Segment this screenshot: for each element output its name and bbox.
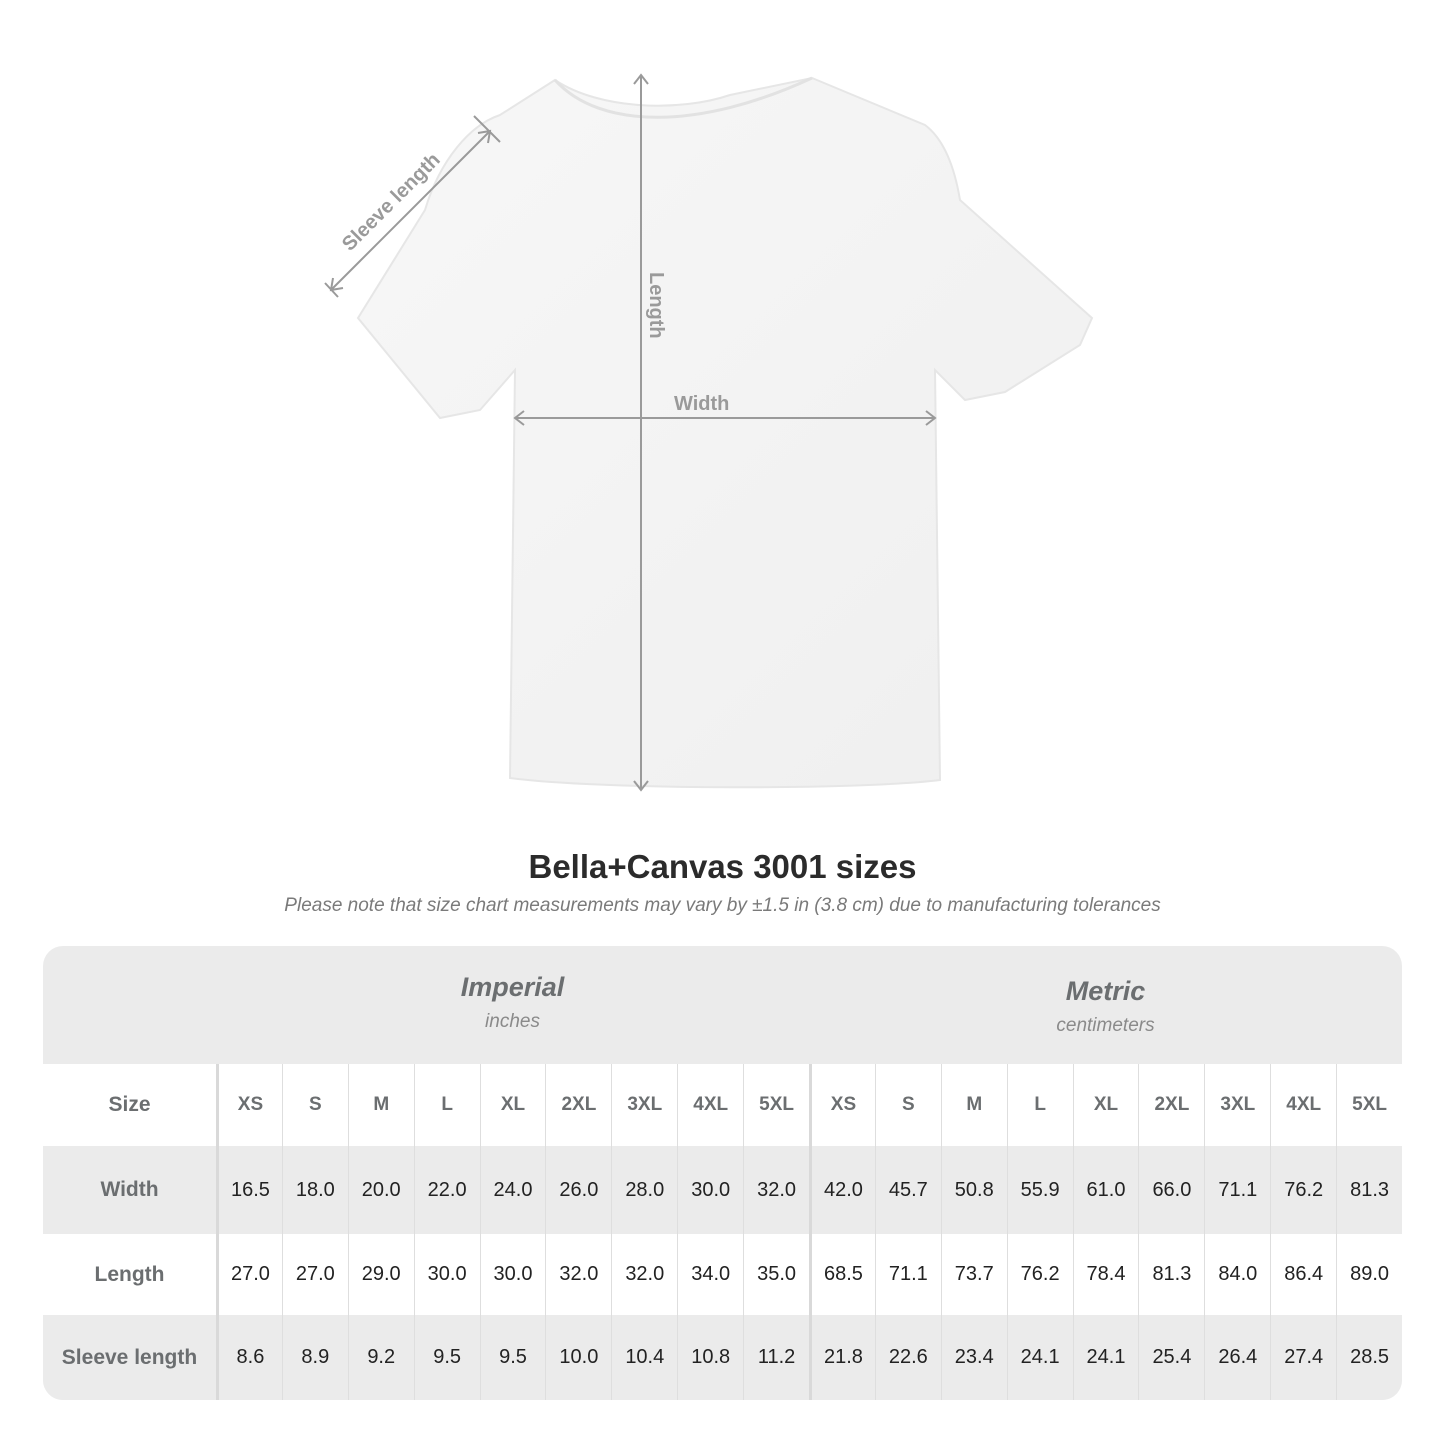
tshirt-image — [356, 76, 1094, 789]
tolerance-note: Please note that size chart measurements… — [284, 895, 1161, 916]
table-cell: 32.0 — [611, 1234, 677, 1315]
table-cell: 26.0 — [545, 1146, 611, 1234]
table-cell: 45.7 — [874, 1146, 941, 1234]
table-cell: 18.0 — [281, 1146, 348, 1234]
table-cell: 30.0 — [479, 1234, 546, 1315]
table-cell: 32.0 — [545, 1234, 611, 1315]
metric-unit: centimeters — [1056, 1015, 1155, 1036]
row-label: Size — [43, 1064, 216, 1146]
measure-lines — [324, 73, 937, 792]
table-cell: 9.5 — [479, 1315, 546, 1400]
width-label: Width — [674, 393, 729, 415]
table-cell: 24.0 — [479, 1146, 546, 1234]
table-cell: XS — [216, 1064, 282, 1146]
table-cell: 8.9 — [281, 1315, 348, 1400]
table-cell: 23.4 — [940, 1315, 1007, 1400]
table-cell: 10.4 — [611, 1315, 677, 1400]
table-cell: 24.1 — [1006, 1315, 1073, 1400]
table-cell: XL — [479, 1064, 546, 1146]
table-cell: 5XL — [743, 1064, 809, 1146]
row-label: Length — [94, 1262, 165, 1286]
table-cell: 81.3 — [1336, 1146, 1402, 1234]
table-cell: 34.0 — [677, 1234, 743, 1315]
table-cell: 4XL — [1270, 1064, 1336, 1146]
table-cell: 42.0 — [809, 1146, 875, 1234]
table-row: Length 27.0 27.0 29.0 30.0 30.0 32.0 32.0 34.0 35… — [43, 1234, 1402, 1315]
table-cell: 9.2 — [347, 1315, 414, 1400]
imperial-unit: inches — [485, 1011, 540, 1032]
table-cell: 50.8 — [940, 1146, 1007, 1234]
table-cell: 61.0 — [1072, 1146, 1139, 1234]
table-cell: 10.0 — [545, 1315, 611, 1400]
table-cell: 16.5 — [216, 1146, 282, 1234]
table-cell: 21.8 — [809, 1315, 875, 1400]
table-cell: 9.5 — [413, 1315, 480, 1400]
length-label: Length — [645, 272, 667, 339]
table-cell: 35.0 — [743, 1234, 809, 1315]
table-row: Sleeve length 8.6 8.9 9.2 9.5 9.5 10.0 10.4 10.8… — [43, 1315, 1402, 1400]
size-chart-table: Imperial inches Metric centimeters Size X… — [43, 946, 1402, 1400]
table-cell: 5XL — [1336, 1064, 1402, 1146]
table-cell: 28.0 — [611, 1146, 677, 1234]
table-cell: 84.0 — [1204, 1234, 1270, 1315]
table-cell: 28.5 — [1336, 1315, 1402, 1400]
table-cell: 71.1 — [1204, 1146, 1270, 1234]
table-cell: 26.4 — [1204, 1315, 1270, 1400]
table-cell: 30.0 — [677, 1146, 743, 1234]
table-cell: 55.9 — [1006, 1146, 1073, 1234]
row-label: Width — [100, 1178, 159, 1201]
table-cell: 22.6 — [874, 1315, 941, 1400]
table-cell: L — [413, 1064, 480, 1146]
size-row: Size XS S M L XL 2XL 3XL 4XL 5XL XS S M L XL 2XL 3XL 4XL 5… — [43, 1064, 1402, 1146]
table-cell: M — [347, 1064, 414, 1146]
tshirt-diagram: Sleeve length Length Width — [324, 73, 1094, 792]
table-cell: 68.5 — [809, 1234, 875, 1315]
table-cell: S — [874, 1064, 941, 1146]
table-cell: 30.0 — [413, 1234, 480, 1315]
table-cell: 4XL — [677, 1064, 743, 1146]
table-cell: 71.1 — [874, 1234, 941, 1315]
table-cell: 29.0 — [347, 1234, 414, 1315]
table-cell: 27.4 — [1270, 1315, 1336, 1400]
table-cell: 25.4 — [1138, 1315, 1204, 1400]
table-cell: 2XL — [1138, 1064, 1204, 1146]
table-cell: 89.0 — [1336, 1234, 1402, 1315]
table-cell: 73.7 — [940, 1234, 1007, 1315]
table-cell: XL — [1072, 1064, 1139, 1146]
table-cell: 66.0 — [1138, 1146, 1204, 1234]
table-cell: 20.0 — [347, 1146, 414, 1234]
imperial-header: Imperial inches — [216, 946, 809, 1064]
table-cell: 86.4 — [1270, 1234, 1336, 1315]
row-label: Sleeve length — [61, 1345, 198, 1369]
table-cell: 22.0 — [413, 1146, 480, 1234]
table-cell: 81.3 — [1138, 1234, 1204, 1315]
table-cell: 3XL — [611, 1064, 677, 1146]
table-cell: 24.1 — [1072, 1315, 1139, 1400]
metric-header: Metric centimeters — [809, 946, 1402, 1064]
table-cell: 32.0 — [743, 1146, 809, 1234]
table-cell: 10.8 — [677, 1315, 743, 1400]
page-title: Bella+Canvas 3001 sizes — [528, 848, 917, 885]
table-cell: L — [1006, 1064, 1073, 1146]
table-cell: S — [281, 1064, 348, 1146]
table-cell: 76.2 — [1270, 1146, 1336, 1234]
table-cell: 27.0 — [281, 1234, 348, 1315]
table-cell: 78.4 — [1072, 1234, 1139, 1315]
table-cell: 27.0 — [216, 1234, 282, 1315]
table-cell: 8.6 — [216, 1315, 282, 1400]
table-cell: M — [940, 1064, 1007, 1146]
table-cell: XS — [809, 1064, 875, 1146]
table-cell: 76.2 — [1006, 1234, 1073, 1315]
table-row: Width 16.5 18.0 20.0 22.0 24.0 26.0 28.0 30.0 32.… — [43, 1146, 1402, 1234]
table-cell: 3XL — [1204, 1064, 1270, 1146]
table-cell: 11.2 — [743, 1315, 809, 1400]
table-cell: 2XL — [545, 1064, 611, 1146]
metric-title: Metric — [1065, 976, 1146, 1006]
imperial-title: Imperial — [460, 972, 565, 1002]
